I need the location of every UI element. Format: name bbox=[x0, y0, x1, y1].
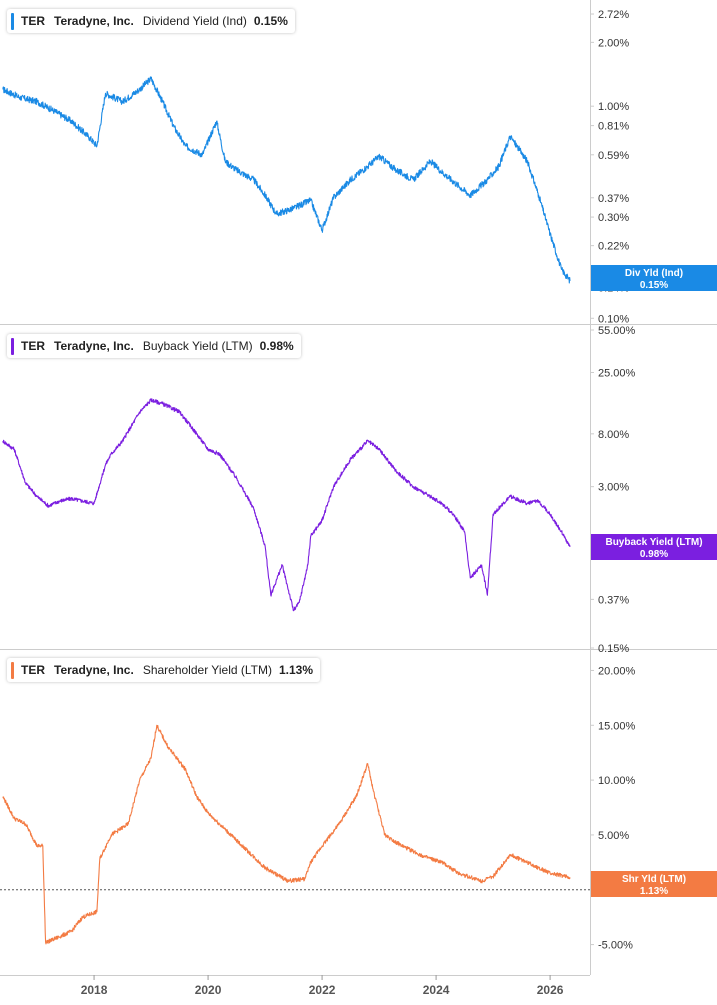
shareholder-ytick-label: 15.00% bbox=[598, 720, 636, 732]
dividend-series-line bbox=[2, 76, 571, 284]
buyback-badge-value: 0.98% bbox=[640, 549, 668, 560]
shareholder-series-line bbox=[2, 724, 571, 945]
dividend-ytick-label: 0.37% bbox=[598, 193, 629, 205]
buyback-legend-metric: Buyback Yield (LTM) bbox=[142, 339, 253, 353]
shareholder-legend-ticker: TER bbox=[21, 663, 45, 677]
x-tick-label: 2024 bbox=[423, 983, 450, 997]
shareholder-legend-swatch bbox=[11, 661, 14, 679]
dividend-legend: TER Teradyne, Inc. Dividend Yield (Ind) … bbox=[7, 9, 295, 33]
buyback-series-line bbox=[2, 398, 571, 612]
buyback-ytick-label: 3.00% bbox=[598, 482, 629, 494]
x-tick-label: 2018 bbox=[81, 983, 108, 997]
dividend-ytick-label: 2.00% bbox=[598, 37, 629, 49]
shareholder-value-badge bbox=[591, 871, 717, 897]
shareholder-legend-company: Teradyne, Inc. bbox=[54, 663, 134, 677]
buyback-legend: TER Teradyne, Inc. Buyback Yield (LTM) 0… bbox=[7, 334, 301, 358]
buyback-legend-company: Teradyne, Inc. bbox=[54, 339, 134, 353]
buyback-ytick-label: 0.37% bbox=[598, 594, 629, 606]
dividend-ytick-label: 2.72% bbox=[598, 9, 629, 21]
shareholder-legend: TER Teradyne, Inc. Shareholder Yield (LT… bbox=[7, 658, 321, 682]
shareholder-ytick-label: 5.00% bbox=[598, 830, 629, 842]
x-tick-label: 2020 bbox=[195, 983, 222, 997]
x-tick-label: 2026 bbox=[537, 983, 564, 997]
shareholder-legend-value: 1.13% bbox=[278, 663, 314, 677]
dividend-ytick-label: 0.30% bbox=[598, 212, 629, 224]
dividend-legend-value: 0.15% bbox=[253, 14, 288, 28]
buyback-legend-value: 0.98% bbox=[259, 339, 294, 353]
dividend-ytick-label: 0.10% bbox=[598, 313, 629, 325]
shareholder-badge-value: 1.13% bbox=[640, 886, 668, 897]
buyback-value-badge bbox=[591, 534, 717, 560]
dividend-legend-swatch bbox=[11, 12, 14, 30]
dividend-badge-value: 0.15% bbox=[640, 280, 668, 291]
buyback-ytick-label: 25.00% bbox=[598, 367, 636, 379]
shareholder-badge-label: Shr Yld (LTM) bbox=[622, 874, 686, 885]
dividend-legend-ticker: TER bbox=[21, 14, 45, 28]
buyback-ytick-label: 8.00% bbox=[598, 429, 629, 441]
buyback-legend-swatch bbox=[11, 337, 14, 355]
buyback-badge-label: Buyback Yield (LTM) bbox=[605, 537, 702, 548]
x-tick-label: 2022 bbox=[309, 983, 336, 997]
buyback-ytick-label: 0.15% bbox=[598, 643, 629, 655]
dividend-ytick-label: 0.59% bbox=[598, 150, 629, 162]
shareholder-ytick-label: 20.00% bbox=[598, 665, 636, 677]
dividend-ytick-label: 0.81% bbox=[598, 121, 629, 133]
shareholder-legend-metric: Shareholder Yield (LTM) bbox=[142, 663, 272, 677]
dividend-badge-label: Div Yld (Ind) bbox=[625, 268, 683, 279]
dividend-value-badge bbox=[591, 265, 717, 291]
dividend-ytick-label: 1.00% bbox=[598, 101, 629, 113]
shareholder-ytick-label: 10.00% bbox=[598, 775, 636, 787]
dividend-ytick-label: 0.22% bbox=[598, 241, 629, 253]
buyback-ytick-label: 55.00% bbox=[598, 325, 636, 337]
dividend-legend-company: Teradyne, Inc. bbox=[54, 14, 134, 28]
shareholder-ytick-label: -5.00% bbox=[598, 940, 633, 952]
dividend-legend-metric: Dividend Yield (Ind) bbox=[142, 14, 247, 28]
buyback-legend-ticker: TER bbox=[21, 339, 45, 353]
